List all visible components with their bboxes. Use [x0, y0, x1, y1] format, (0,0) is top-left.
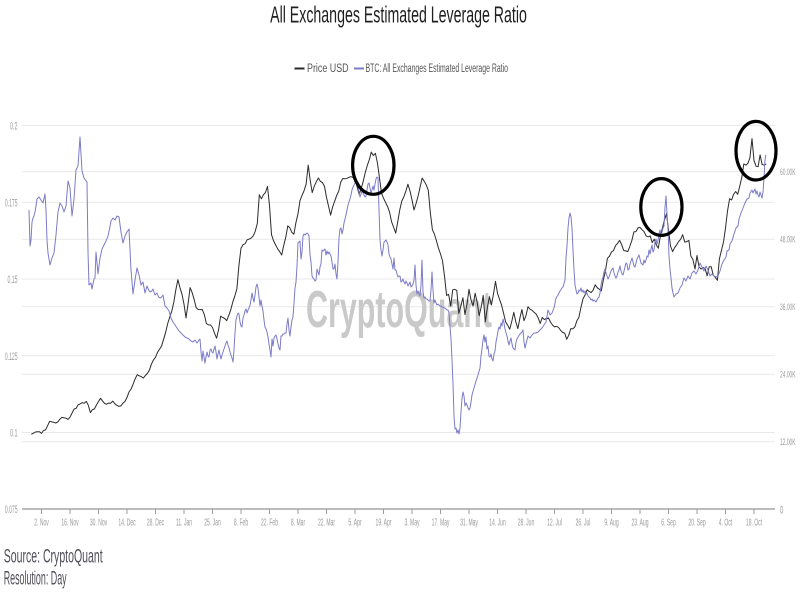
svg-text:5. Apr: 5. Apr: [348, 516, 361, 527]
svg-text:0.175: 0.175: [5, 196, 18, 209]
svg-text:11. Jan: 11. Jan: [176, 516, 192, 527]
svg-text:22. Mar: 22. Mar: [318, 516, 335, 527]
svg-text:24.00K: 24.00K: [780, 369, 796, 380]
svg-text:23. Aug: 23. Aug: [631, 516, 648, 527]
svg-text:CryptoQuant: CryptoQuant: [306, 281, 492, 340]
svg-text:26. Jul: 26. Jul: [576, 516, 591, 527]
svg-text:0.1: 0.1: [10, 426, 18, 439]
svg-text:0.075: 0.075: [5, 503, 18, 516]
svg-text:3. May: 3. May: [404, 516, 419, 527]
svg-text:48.00K: 48.00K: [780, 234, 796, 245]
svg-text:25. Jan: 25. Jan: [204, 516, 220, 527]
svg-text:12.00K: 12.00K: [780, 436, 796, 447]
svg-text:22. Feb: 22. Feb: [261, 516, 278, 527]
svg-text:12. Jul: 12. Jul: [547, 516, 562, 527]
svg-text:BTC: All Exchanges Estimated L: BTC: All Exchanges Estimated Leverage Ra…: [366, 62, 509, 76]
svg-text:28. Dec: 28. Dec: [147, 516, 164, 527]
svg-text:18. Oct: 18. Oct: [746, 516, 763, 527]
svg-text:8. Mar: 8. Mar: [291, 516, 305, 527]
svg-text:20. Sep: 20. Sep: [688, 516, 706, 527]
svg-text:28. Jun: 28. Jun: [518, 516, 534, 527]
svg-text:6. Sep: 6. Sep: [661, 516, 676, 527]
svg-text:60.00K: 60.00K: [780, 166, 796, 177]
svg-text:30. Nov: 30. Nov: [90, 516, 107, 527]
svg-text:All Exchanges Estimated Levera: All Exchanges Estimated Leverage Ratio: [270, 2, 527, 29]
svg-text:14. Dec: 14. Dec: [118, 516, 135, 527]
svg-text:Resolution: Day: Resolution: Day: [4, 569, 67, 589]
svg-text:2. Nov: 2. Nov: [34, 516, 49, 527]
svg-text:17. May: 17. May: [432, 516, 450, 527]
svg-text:Price USD: Price USD: [307, 62, 349, 76]
svg-text:0.2: 0.2: [10, 119, 18, 132]
svg-text:19. Apr: 19. Apr: [376, 516, 392, 527]
svg-text:9. Aug: 9. Aug: [604, 516, 618, 527]
svg-text:0.125: 0.125: [5, 350, 18, 363]
svg-text:4. Oct: 4. Oct: [719, 516, 733, 527]
svg-text:31. May: 31. May: [460, 516, 478, 527]
svg-text:8. Feb: 8. Feb: [234, 516, 249, 527]
svg-text:0.15: 0.15: [8, 273, 18, 286]
svg-text:36.00K: 36.00K: [780, 301, 796, 312]
svg-text:16. Nov: 16. Nov: [61, 516, 78, 527]
svg-text:14. Jun: 14. Jun: [489, 516, 505, 527]
svg-text:0: 0: [780, 504, 783, 516]
svg-text:Source: CryptoQuant: Source: CryptoQuant: [4, 546, 103, 567]
